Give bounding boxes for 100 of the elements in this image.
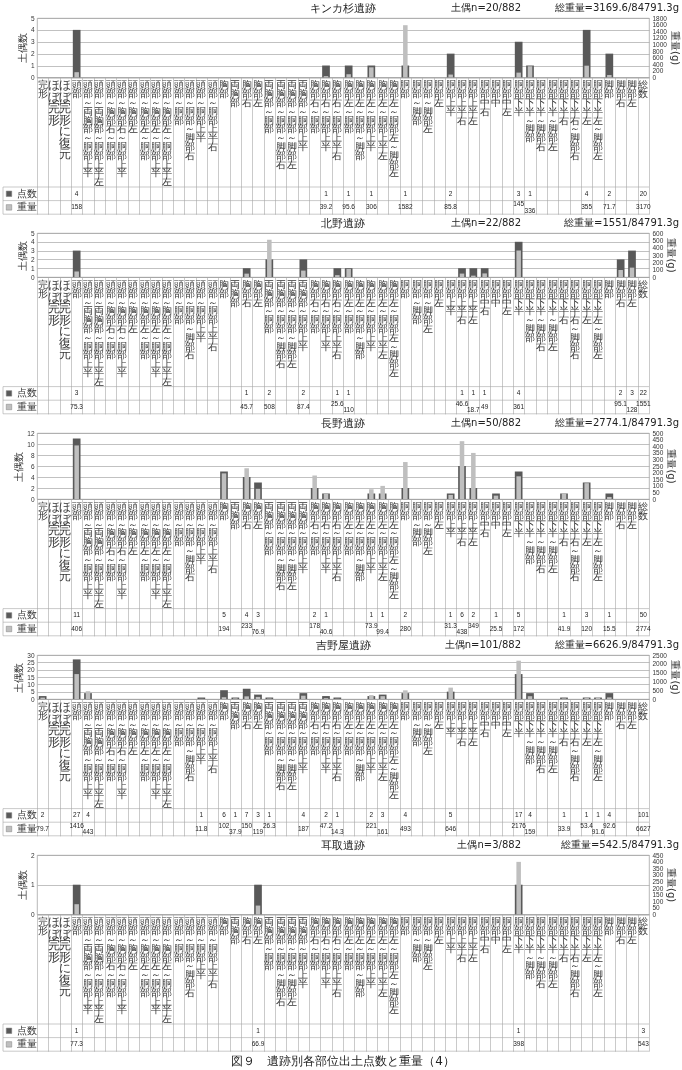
x-tick-label: 胸部左: [253, 916, 263, 945]
category-label: 胸部左～胴部左～脚部左: [389, 501, 399, 600]
x-tick-label: 胸部右～胴部上半: [321, 79, 331, 152]
x-tick-label: 胴部～脚部左: [423, 701, 433, 756]
x-tick-label: 胸部左～胴部: [343, 916, 354, 972]
y2-axis-title: 重量(g): [666, 449, 678, 484]
x-tick-label: 胴部中右: [479, 79, 490, 117]
x-tick-label: 胴部左: [434, 79, 445, 108]
x-tick-label: 胴部下半～脚部: [525, 279, 535, 343]
x-tick-label: 胴部左: [434, 501, 445, 530]
x-tick-label: 胴部上半右: [457, 501, 467, 548]
category-label: 頭部～胸部左～胴部上半: [151, 79, 161, 179]
x-tick-label: 頭部～胴部上半: [196, 279, 207, 343]
category-label: 頭部～胸部右～胴部: [105, 279, 116, 361]
x-tick-label: 頭部～胴部上半右: [207, 279, 218, 352]
category-label: 両胸部～胴部～脚部左: [287, 701, 297, 792]
category-label: 頭部～胸部左～胴部上半左: [162, 501, 173, 609]
x-tick-label: 胸部左: [253, 501, 263, 530]
category-label: 頭部～胸部左～胴部上半左: [162, 701, 173, 809]
x-tick-label: 胴部下半左: [581, 701, 592, 748]
category-label: 頭部～両胸部～胴部上半: [83, 279, 93, 378]
x-tick-label: 胸部: [219, 701, 229, 721]
x-tick-label: 胸部左: [253, 279, 263, 308]
x-tick-label: 胴部中: [491, 916, 501, 945]
category-label: 頭部～胸部左～胴部上半左: [162, 79, 173, 188]
category-label: 頭部～胸部右～胴部上半: [117, 79, 127, 179]
category-label: 頭部～両胸部～胴部上半: [83, 916, 93, 1016]
category-label: 胸部右～胴部上半右: [332, 701, 343, 783]
x-tick-label: 胴部中: [491, 79, 501, 108]
x-tick-label: 胴部～脚部: [411, 79, 422, 126]
x-tick-label: 胴部中右: [479, 916, 490, 954]
category-label: 両胸部～胴部～脚部右: [275, 279, 286, 370]
x-tick-label: 胸部右～胴部: [309, 916, 320, 972]
x-tick-label: 頭部～胴部上半右: [207, 79, 218, 152]
x-tick-label: 脚部: [604, 501, 615, 521]
category-label: 胴部下半右～脚部右: [570, 79, 581, 161]
x-tick-label: 胴部中: [491, 501, 501, 530]
x-tick-label: 脚部右: [615, 501, 626, 530]
x-tick-label: 胸部左～胴部上半: [366, 916, 377, 989]
category-label: 頭部～胴部～脚部右: [185, 701, 195, 783]
text: 土偶n=101/882: [444, 639, 521, 650]
x-tick-label: 脚部左: [627, 916, 637, 945]
x-tick-label: 胴部下半: [513, 501, 524, 539]
category-label: 胴部下半左～脚部左: [593, 916, 603, 998]
category-label: 胸部左～胴部～脚部: [355, 79, 365, 161]
x-tick-label: 胴部中右: [479, 701, 490, 739]
y-axis-title: 土偶数: [16, 240, 28, 271]
category-label: 頭部～両胸部～胴部上半左: [94, 501, 105, 609]
category-label: 胴部下半右～脚部右: [570, 279, 581, 361]
x-tick-label: 胸部: [219, 916, 229, 937]
x-tick-label: 両胸部～胴部上半: [298, 279, 309, 352]
x-tick-label: 胴部下半左: [581, 916, 592, 963]
x-tick-label: 胴部～脚部左: [423, 279, 433, 334]
category-label: 胸部右～胴部上半右: [332, 79, 343, 161]
x-tick-label: 脚部: [604, 279, 615, 299]
x-tick-label: 胴部上半: [445, 279, 456, 317]
x-tick-label: 総数: [637, 916, 649, 937]
x-tick-label: ほぼ完形に復元: [59, 78, 73, 162]
x-tick-label: 脚部: [604, 79, 615, 100]
x-tick-label: 胴部中右: [479, 279, 490, 317]
x-tick-label: 胴部～脚部左: [423, 916, 433, 972]
legend-label: 点数: [17, 609, 37, 621]
x-tick-label: 脚部左: [627, 79, 637, 108]
x-tick-label: 脚部: [604, 701, 615, 721]
x-tick-label: 両胸部: [230, 279, 241, 308]
category-label: 胴部下半左～脚部左: [593, 501, 603, 583]
x-tick-label: 頭部～胴部: [173, 916, 184, 963]
category-label: 頭部～胸部左～胴部: [139, 79, 150, 161]
category-label: 胸部左～胴部上半左: [377, 79, 388, 161]
category-label: 頭部～胸部左～胴部: [139, 279, 150, 361]
x-tick-label: 胴部上半左: [468, 79, 479, 126]
x-tick-label: 頭部～胸部左: [128, 916, 139, 972]
x-tick-label: 胴部下半: [513, 279, 524, 317]
x-tick-label: 胸部右: [241, 501, 252, 530]
legend-label: 点数: [17, 809, 37, 821]
x-tick-label: 脚部右: [615, 916, 626, 945]
category-label: 胸部左～胴部左～脚部左: [389, 79, 399, 179]
category-label: 頭部～胴部～脚部右: [185, 916, 195, 998]
x-tick-label: 頭部～胴部上半: [196, 501, 207, 565]
category-label: 頭部～胸部左～胴部上半: [151, 916, 161, 1016]
x-tick-label: 胴部下半: [513, 916, 524, 954]
x-tick-label: 頭部～胴部上半: [196, 701, 207, 765]
x-tick-label: 胴部中左: [502, 701, 513, 739]
x-tick-label: 胴部～脚部: [411, 701, 422, 748]
category-label: 頭部～胸部左～胴部上半左: [162, 916, 173, 1025]
x-tick-label: 完形: [37, 916, 48, 937]
x-tick-label: 両胸部～胴部: [264, 79, 275, 135]
x-tick-label: 胴部中左: [502, 501, 513, 539]
x-tick-label: 胴部下半～脚部右: [536, 701, 547, 774]
x-tick-label: 脚部右: [615, 79, 626, 108]
x-tick-label: 胸部右～胴部上半: [321, 501, 331, 574]
y-axis-title: 土偶数: [16, 33, 28, 64]
x-tick-label: 脚部右: [615, 279, 626, 308]
category-label: 両胸部～胴部～脚部左: [287, 79, 297, 170]
category-label: 胸部左～胴部上半左: [377, 701, 388, 783]
category-label: 頭部～胸部左～胴部: [139, 701, 150, 783]
x-tick-label: 頭部～胴部: [173, 279, 184, 326]
x-tick-label: ほぼ完形に復元: [59, 700, 73, 783]
category-label: 頭部～両胸部～胴部上半: [83, 501, 93, 600]
category-label: 胴部下半左～脚部左: [593, 701, 603, 783]
